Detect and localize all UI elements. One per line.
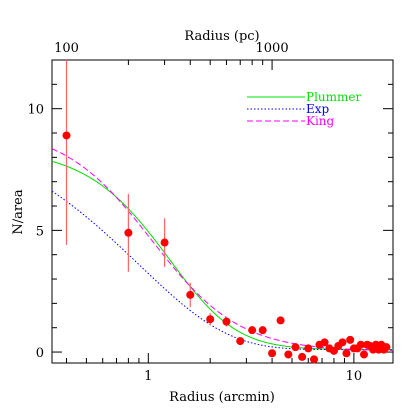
top-tick-label: 100 [54, 41, 79, 56]
data-point [186, 290, 195, 299]
x-tick-label: 1 [144, 369, 152, 384]
legend-label-king: King [306, 114, 335, 128]
error-bars [65, 60, 228, 327]
data-point [276, 316, 285, 325]
legend-label-plummer: Plummer [306, 90, 362, 104]
y-tick-label: 10 [27, 103, 44, 118]
top-tick-label: 1000 [256, 41, 289, 56]
data-point [342, 349, 351, 358]
x-tick-label: 10 [346, 369, 363, 384]
plot-frame [51, 59, 394, 364]
data-point [258, 326, 267, 335]
data-point [346, 335, 355, 344]
data-point [320, 338, 329, 347]
y-tick-label: 0 [36, 346, 44, 361]
data-point [268, 349, 277, 358]
axis-ticks: 1 10 100 1000 0 5 10 [27, 41, 393, 384]
data-point [222, 317, 231, 326]
data-point [310, 355, 319, 364]
data-point [248, 326, 257, 335]
model-curve-exp [51, 190, 393, 351]
data-point [304, 344, 313, 353]
data-point [298, 352, 307, 361]
data-point [356, 340, 365, 349]
data-point [62, 131, 71, 140]
data-point [206, 315, 215, 324]
y-axis-label: N/area [11, 189, 26, 234]
legend-label-exp: Exp [306, 102, 330, 116]
y-tick-label: 5 [36, 224, 44, 239]
data-point [359, 350, 368, 359]
data-point [160, 238, 169, 247]
top-axis-label: Radius (pc) [184, 29, 259, 44]
data-points [62, 131, 391, 364]
x-axis-label: Radius (arcmin) [169, 390, 275, 405]
data-point [284, 350, 293, 359]
data-point [236, 337, 245, 346]
data-point [124, 228, 133, 237]
model-curves [51, 148, 394, 351]
data-point [382, 343, 391, 352]
data-point [338, 338, 347, 347]
data-point [291, 343, 300, 352]
